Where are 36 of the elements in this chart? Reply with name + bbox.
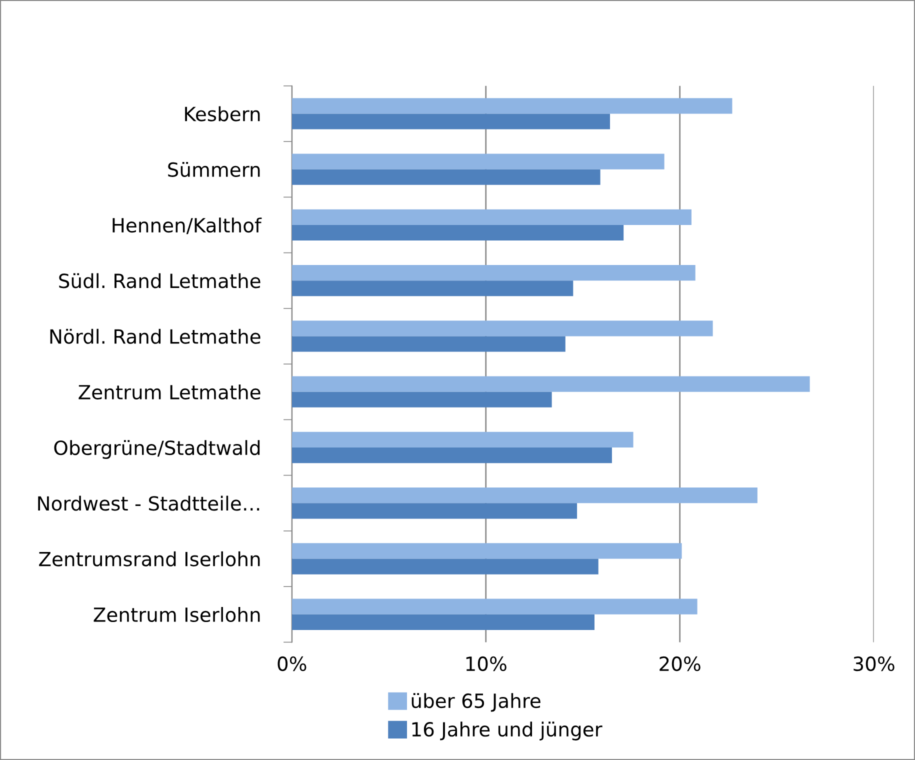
x-tick-label: 20% bbox=[660, 656, 700, 672]
y-tick-label: Obergrüne/Stadtwald bbox=[54, 440, 260, 459]
bar bbox=[292, 488, 758, 504]
bar bbox=[292, 558, 598, 574]
bar bbox=[292, 447, 612, 464]
bar bbox=[292, 392, 552, 408]
x-tick-label: 0% bbox=[278, 656, 306, 672]
y-tick-label: Kesbern bbox=[185, 106, 260, 122]
bar bbox=[292, 98, 732, 114]
bar bbox=[292, 432, 634, 448]
y-tick-label: Südl. Rand Letmathe bbox=[59, 273, 260, 288]
bar bbox=[292, 209, 692, 225]
bar bbox=[292, 614, 594, 630]
x-tick-label: 10% bbox=[466, 656, 506, 672]
bar bbox=[292, 265, 696, 281]
bar bbox=[292, 280, 574, 296]
bar bbox=[292, 336, 566, 352]
y-tick-label: Nördl. Rand Letmathe bbox=[50, 328, 260, 344]
bar bbox=[292, 114, 610, 130]
bar bbox=[292, 503, 578, 519]
legend-label: über 65 Jahre bbox=[412, 693, 540, 712]
y-tick-label: Hennen/Kalthof bbox=[112, 218, 262, 234]
y-tick-label: Zentrumsrand Iserlohn bbox=[39, 551, 260, 566]
y-tick-label: Zentrum Iserlohn bbox=[94, 606, 260, 622]
x-tick-label: 30% bbox=[854, 656, 894, 672]
y-tick-label: Zentrum Letmathe bbox=[78, 384, 260, 400]
bar bbox=[292, 543, 682, 559]
bar bbox=[292, 169, 600, 185]
bar bbox=[292, 376, 810, 392]
y-tick-label: Nordwest - Stadtteile… bbox=[38, 496, 260, 511]
bar bbox=[292, 224, 624, 241]
bar bbox=[292, 320, 713, 336]
legend-label: 16 Jahre und jünger bbox=[412, 722, 602, 740]
bar bbox=[292, 598, 698, 614]
bar bbox=[292, 154, 664, 170]
y-tick-label: Sümmern bbox=[168, 162, 260, 177]
